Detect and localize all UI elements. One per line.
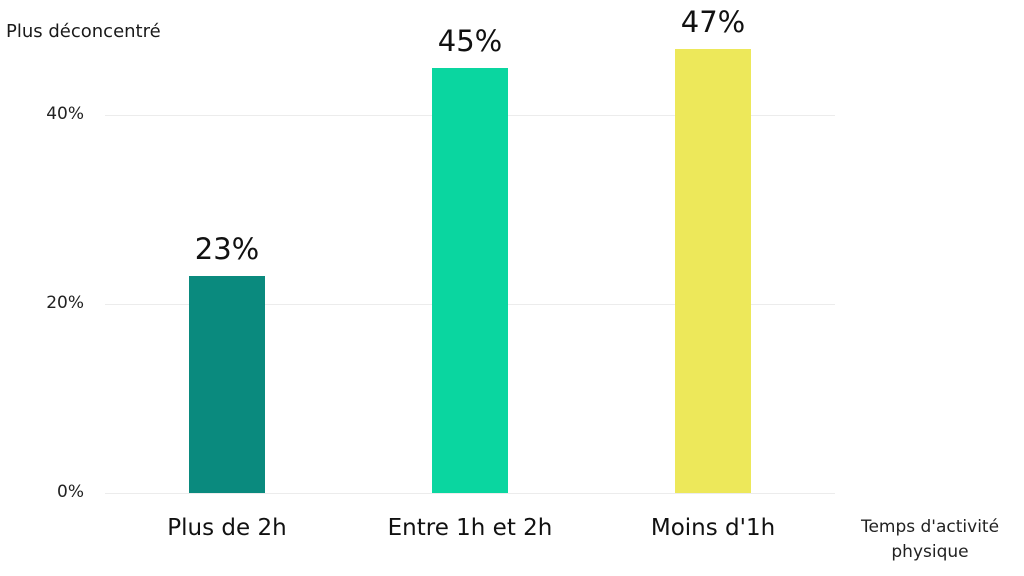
y-tick-40: 40% xyxy=(46,104,84,124)
bar-entre-1h-et-2h xyxy=(432,67,508,493)
gridline-0 xyxy=(105,493,835,494)
bar-plus-de-2h xyxy=(189,275,265,493)
y-axis-title: Plus déconcentré xyxy=(6,21,161,42)
y-tick-20: 20% xyxy=(46,293,84,313)
value-label-plus-de-2h: 23% xyxy=(194,231,260,266)
value-label-moins-d1h: 47% xyxy=(680,4,746,39)
x-category-plus-de-2h: Plus de 2h xyxy=(167,515,287,541)
x-axis-title: Temps d'activité physique xyxy=(830,515,1024,565)
bar-moins-d1h xyxy=(675,48,751,493)
x-axis-title-line-2: physique xyxy=(891,542,969,562)
x-axis-title-line-1: Temps d'activité xyxy=(860,517,1000,537)
x-category-moins-d1h: Moins d'1h xyxy=(650,515,776,541)
value-label-entre-1h-et-2h: 45% xyxy=(437,23,503,58)
y-tick-0: 0% xyxy=(57,482,84,502)
x-category-entre-1h-et-2h: Entre 1h et 2h xyxy=(387,515,553,541)
